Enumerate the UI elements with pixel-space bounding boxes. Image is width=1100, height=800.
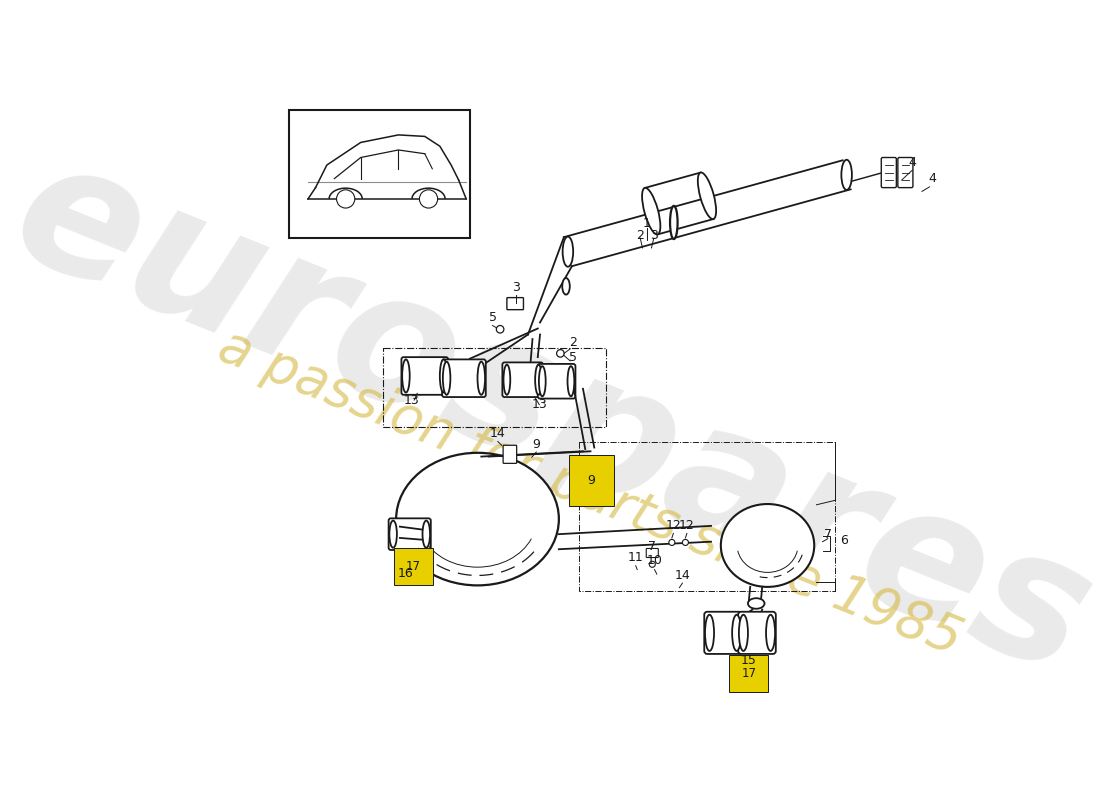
Ellipse shape: [477, 362, 485, 394]
Text: 17: 17: [406, 560, 421, 573]
Text: 12: 12: [679, 519, 695, 532]
Ellipse shape: [670, 206, 678, 239]
Circle shape: [337, 190, 355, 208]
Ellipse shape: [642, 188, 660, 234]
Text: 16: 16: [398, 567, 414, 580]
Ellipse shape: [562, 237, 573, 266]
Ellipse shape: [766, 614, 775, 651]
FancyBboxPatch shape: [898, 158, 913, 188]
Ellipse shape: [535, 365, 542, 394]
Ellipse shape: [697, 173, 716, 219]
Text: 8: 8: [587, 460, 595, 473]
Ellipse shape: [568, 366, 574, 396]
Circle shape: [557, 350, 564, 357]
Ellipse shape: [539, 366, 546, 396]
Text: 7: 7: [824, 528, 832, 541]
FancyBboxPatch shape: [388, 518, 431, 550]
Text: 9: 9: [532, 438, 540, 450]
Bar: [383, 348, 606, 427]
Circle shape: [682, 539, 689, 546]
Text: 15: 15: [740, 654, 757, 667]
Ellipse shape: [403, 359, 409, 393]
Ellipse shape: [720, 504, 814, 587]
Text: 1: 1: [644, 217, 651, 230]
Text: 12: 12: [666, 519, 681, 532]
Text: eurospares: eurospares: [0, 122, 1100, 713]
Ellipse shape: [733, 614, 741, 651]
FancyBboxPatch shape: [538, 364, 575, 398]
Ellipse shape: [422, 521, 430, 548]
FancyBboxPatch shape: [704, 612, 741, 654]
Ellipse shape: [842, 160, 851, 190]
FancyBboxPatch shape: [646, 549, 658, 558]
Ellipse shape: [504, 365, 510, 394]
FancyBboxPatch shape: [881, 158, 896, 188]
Ellipse shape: [396, 453, 559, 586]
Bar: [289, 110, 470, 238]
Circle shape: [419, 190, 438, 208]
Text: 3: 3: [650, 229, 658, 242]
Text: 17: 17: [741, 667, 756, 680]
Text: 14: 14: [490, 427, 506, 440]
FancyBboxPatch shape: [507, 298, 524, 310]
Ellipse shape: [562, 278, 570, 294]
Ellipse shape: [748, 598, 764, 609]
FancyBboxPatch shape: [402, 357, 448, 394]
Text: 5: 5: [569, 351, 578, 364]
Ellipse shape: [389, 521, 397, 548]
Text: 2: 2: [569, 336, 578, 349]
Text: 3: 3: [512, 281, 520, 294]
Text: 13: 13: [404, 394, 419, 407]
Circle shape: [649, 562, 656, 567]
Circle shape: [669, 539, 675, 546]
Text: 7: 7: [648, 540, 657, 553]
Text: 10: 10: [647, 554, 662, 567]
Text: 9: 9: [587, 474, 595, 487]
Text: 6: 6: [840, 534, 848, 547]
Text: 2: 2: [636, 229, 645, 242]
Circle shape: [496, 326, 504, 333]
FancyBboxPatch shape: [442, 359, 486, 397]
FancyBboxPatch shape: [503, 446, 517, 463]
FancyBboxPatch shape: [503, 362, 543, 397]
Text: 4: 4: [909, 156, 916, 169]
Text: 13: 13: [531, 398, 547, 411]
Ellipse shape: [739, 614, 748, 651]
Text: a passion for parts since 1985: a passion for parts since 1985: [211, 319, 969, 666]
Text: 14: 14: [674, 569, 691, 582]
Ellipse shape: [705, 614, 714, 651]
Text: 4: 4: [928, 172, 936, 186]
FancyBboxPatch shape: [738, 612, 775, 654]
Ellipse shape: [440, 359, 448, 393]
Bar: [580, 442, 835, 590]
Text: 11: 11: [628, 550, 643, 563]
Text: 17: 17: [406, 557, 421, 570]
Text: 5: 5: [488, 311, 496, 324]
Ellipse shape: [443, 362, 450, 394]
